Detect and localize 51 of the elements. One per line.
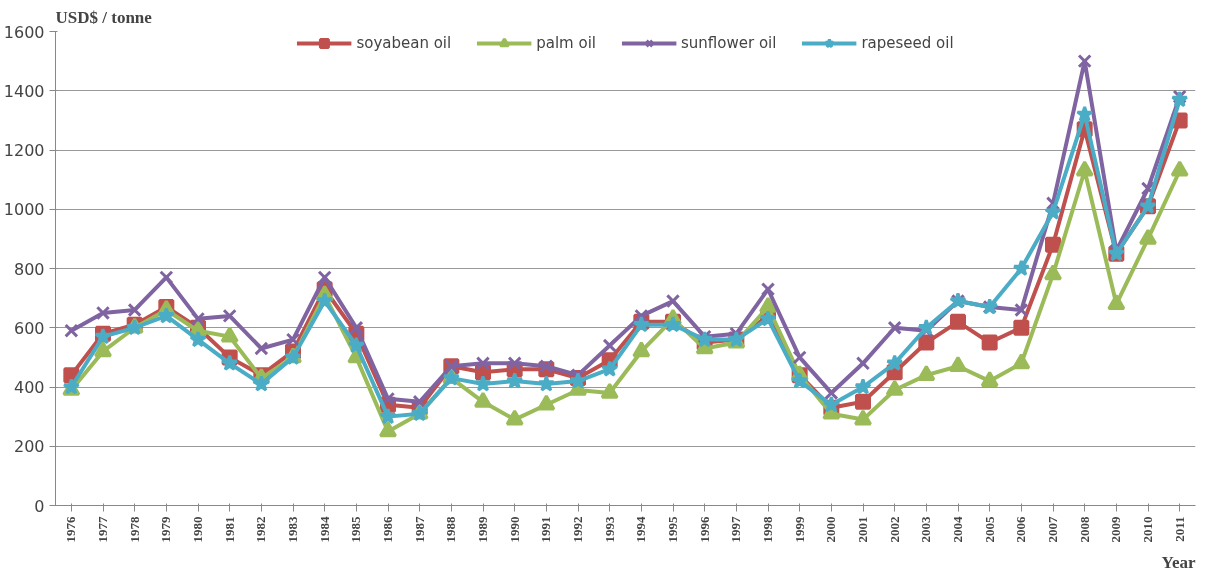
x-axis-title: Year [1161,552,1196,572]
y-tick-label: 600 [13,318,45,338]
y-tick-label: 200 [13,437,45,457]
x-tick-label: 1997 [728,516,744,543]
legend-label: sunflower oil [680,34,777,52]
x-tick-label: 1993 [601,516,617,543]
x-tick-label: 1984 [316,516,332,543]
y-tick-label: 1600 [3,22,45,42]
x-tick-label: 1998 [760,516,775,543]
legend-label: palm oil [536,34,596,52]
x-tick-label: 1980 [190,516,205,543]
x-tick-label: 1991 [538,516,554,543]
x-tick-label: 2000 [823,516,839,543]
x-tick-label: 2011 [1171,516,1187,542]
x-tick-label: 1977 [95,516,110,543]
legend-label: rapeseed oil [861,34,954,52]
x-tick-label: 2004 [950,516,965,543]
x-tick-label: 2008 [1076,516,1092,543]
x-tick-label: 1990 [506,516,522,543]
x-tick-label: 1982 [253,516,269,543]
x-tick-label: 2005 [981,516,997,543]
x-tick-label: 1979 [158,516,174,543]
y-tick-label: 800 [13,259,45,279]
y-axis-title: USD$ / tonne [55,7,153,27]
x-tick-label: 1988 [443,516,459,543]
x-tick-label: 1986 [380,516,395,543]
x-tick-label: 1978 [126,516,142,543]
y-tick-label: 0 [34,496,45,516]
legend-label: soyabean oil [356,34,452,52]
x-tick-label: 2003 [918,516,934,543]
y-tick-label: 400 [13,378,45,397]
x-tick-label: 2006 [1013,516,1029,543]
y-tick-label: 1000 [3,200,45,220]
x-tick-label: 2007 [1045,516,1060,543]
x-tick-label: 2002 [886,516,902,543]
y-tick-label: 1400 [3,81,45,101]
x-tick-label: 1992 [570,516,585,543]
x-tick-label: 2001 [855,516,870,543]
x-tick-label: 1981 [221,516,237,543]
x-tick-label: 1989 [475,516,490,543]
x-tick-label: 1999 [791,516,807,543]
x-tick-label: 2010 [1140,516,1155,543]
x-tick-label: 2009 [1108,516,1124,543]
x-tick-label: 1976 [63,516,79,543]
x-tick-label: 1994 [633,516,649,543]
x-tick-label: 1995 [665,516,680,543]
x-tick-label: 1983 [285,516,300,543]
x-tick-label: 1985 [348,516,364,543]
x-tick-label: 1987 [411,516,427,543]
x-tick-label: 1996 [696,516,712,543]
y-tick-label: 1200 [3,141,45,160]
